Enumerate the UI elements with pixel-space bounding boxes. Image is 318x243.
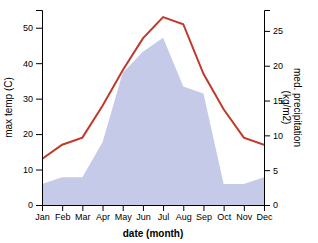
tick: 0	[28, 200, 42, 210]
x-axis: Jan Feb Mar Apr MayJun Jul Aug Sep Oct NovDec	[35, 205, 273, 222]
tick-mark	[36, 205, 42, 206]
tick: 50	[23, 23, 42, 33]
tick: 10	[23, 165, 42, 175]
tick: Jan	[35, 205, 50, 222]
tick-label: 30	[23, 94, 33, 104]
chart: JanFebMarAprMayJunJulAugSepOctNovDec0102…	[0, 0, 318, 243]
tick-label: Jan	[35, 212, 50, 222]
tick-label: Sep	[196, 212, 212, 222]
tick: 30	[23, 94, 42, 104]
tick-label: Jul	[158, 212, 170, 222]
area	[42, 38, 264, 205]
tick-mark	[82, 205, 83, 211]
x-axis-title: date (month)	[123, 228, 184, 239]
tick-label: Jun	[136, 212, 151, 222]
tick-mark	[183, 205, 184, 211]
tick: 40	[23, 59, 42, 69]
axis-line	[265, 11, 271, 206]
tick-mark	[36, 99, 42, 100]
tick: Mar	[75, 205, 91, 222]
tick: 20	[23, 129, 42, 139]
tick-mark	[36, 63, 42, 64]
tick-label: 25	[273, 26, 283, 36]
tick: Aug	[176, 205, 192, 222]
tick: Feb	[55, 205, 71, 222]
plot: JanFebMarAprMayJunJulAugSepOctNovDec0102…	[3, 11, 303, 240]
y2-axis: 0 5 10 15 20 25	[264, 11, 283, 211]
tick-label: Oct	[217, 212, 232, 222]
tick-label: 10	[273, 131, 283, 141]
tick: 0	[264, 200, 278, 210]
tick-mark	[36, 170, 42, 171]
tick-label: 5	[273, 166, 278, 176]
tick-mark	[103, 205, 104, 211]
tick-label: 40	[23, 59, 33, 69]
tick-label: 50	[23, 23, 33, 33]
tick-mark	[36, 134, 42, 135]
tick-label: Mar	[75, 212, 91, 222]
line	[42, 17, 264, 159]
y2-axis-title: med. precipitation(kg/m2)	[281, 68, 303, 147]
y2-axis-title-line: med. precipitation	[292, 68, 303, 147]
tick: Dec	[256, 205, 273, 222]
tick-label: 0	[273, 200, 278, 210]
tick: Oct	[217, 205, 232, 222]
tick-mark	[143, 205, 144, 211]
tick-label: Apr	[96, 212, 110, 222]
y2-axis-title-line: (kg/m2)	[281, 91, 292, 125]
tick: Jun	[136, 205, 151, 222]
tick-mark	[264, 170, 270, 171]
tick: 20	[264, 61, 283, 71]
tick-mark	[264, 66, 270, 67]
axis-line	[43, 206, 265, 212]
tick: 10	[264, 131, 283, 141]
tick-mark	[62, 205, 63, 211]
tick: Nov	[236, 205, 253, 222]
tick: May	[115, 205, 133, 222]
tick: Jul	[158, 205, 170, 222]
tick-label: Dec	[256, 212, 273, 222]
tick-label: Feb	[55, 212, 71, 222]
tick: Sep	[196, 205, 212, 222]
tick-mark	[264, 31, 270, 32]
tick-label: 10	[23, 165, 33, 175]
tick-mark	[264, 101, 270, 102]
tick-mark	[224, 205, 225, 211]
axis-line	[36, 11, 43, 206]
tick-mark	[264, 135, 270, 136]
tick-mark	[203, 205, 204, 211]
tick-label: Nov	[236, 212, 253, 222]
tick-label: Aug	[176, 212, 192, 222]
tick-mark	[163, 205, 164, 211]
tick-label: 0	[28, 200, 33, 210]
tick-label: 20	[273, 61, 283, 71]
tick-mark	[244, 205, 245, 211]
tick: 25	[264, 26, 283, 36]
marks	[42, 17, 264, 205]
tick-label: May	[115, 212, 133, 222]
y-axis-title: max temp (C)	[3, 77, 14, 138]
tick-mark	[36, 28, 42, 29]
tick: Apr	[96, 205, 110, 222]
tick: 15	[264, 96, 283, 106]
y-axis: 0 10 20 30 40 50	[23, 11, 43, 211]
tick-mark	[264, 205, 270, 206]
tick-mark	[123, 205, 124, 211]
tick: 5	[264, 166, 278, 176]
tick-label: 20	[23, 129, 33, 139]
